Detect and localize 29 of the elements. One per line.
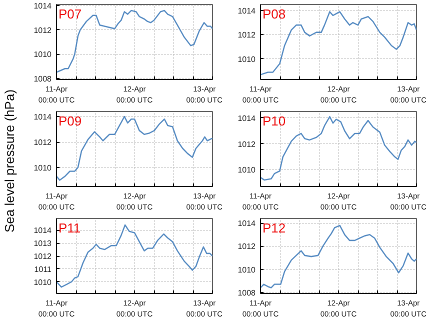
chart-title: P07 <box>58 6 82 22</box>
y-tick-label: 1010 <box>238 54 256 64</box>
y-tick-label: 1013 <box>34 239 52 248</box>
y-tick-label: 1014 <box>238 219 256 228</box>
y-tick-label: 1014 <box>34 226 52 236</box>
y-tick-label: 1014 <box>238 6 256 16</box>
y-tick-label: 1014 <box>34 2 52 11</box>
chart-title: P08 <box>262 6 286 22</box>
y-tick-label: 1008 <box>34 74 52 84</box>
y-tick-label: 1012 <box>238 242 256 252</box>
y-tick-label: 1012 <box>238 30 256 40</box>
y-tick-label: 1014 <box>238 114 256 123</box>
y-tick-label: 1012 <box>34 252 52 261</box>
y-tick-label: 1010 <box>238 265 256 274</box>
y-tick-label: 1012 <box>238 140 256 149</box>
chart-title: P09 <box>58 114 82 128</box>
y-tick-label: 1012 <box>34 138 52 148</box>
chart-title: P11 <box>58 220 81 236</box>
y-tick-label: 1008 <box>238 288 256 298</box>
y-tick-label: 1012 <box>34 26 52 35</box>
y-tick-label: 1011 <box>34 264 52 274</box>
y-tick-label: 1010 <box>34 278 52 287</box>
chart-title: P12 <box>262 220 286 236</box>
y-axis-title: Sea level pressure (hPa) <box>2 89 17 233</box>
y-tick-label: 1014 <box>34 112 52 122</box>
y-tick-label: 1010 <box>238 166 256 175</box>
y-tick-label: 1010 <box>34 163 52 172</box>
y-tick-label: 1010 <box>34 50 52 60</box>
chart-title: P10 <box>262 114 286 128</box>
